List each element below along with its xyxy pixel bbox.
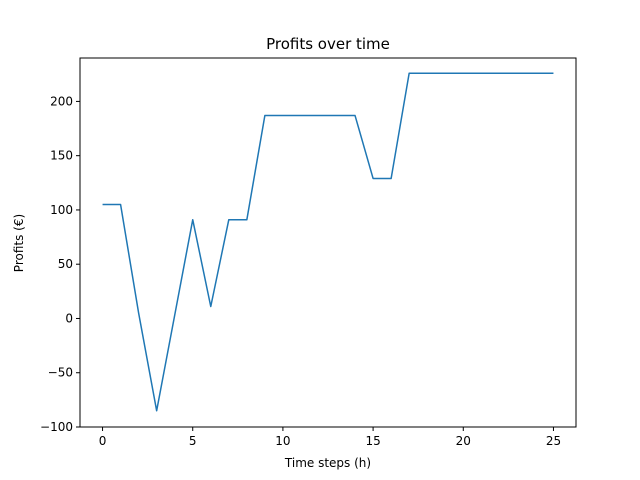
y-tick-label: −50 bbox=[48, 366, 73, 380]
x-axis-label: Time steps (h) bbox=[284, 456, 371, 470]
x-tick-label: 25 bbox=[546, 434, 561, 448]
x-tick-label: 0 bbox=[99, 434, 107, 448]
plot-frame bbox=[79, 57, 577, 428]
x-axis-ticks: 0 5 10 15 20 25 bbox=[99, 427, 561, 448]
chart-title: Profits over time bbox=[266, 35, 390, 53]
series-layer bbox=[102, 72, 554, 412]
series-line bbox=[102, 72, 554, 412]
y-axis-label: Profits (€) bbox=[12, 214, 26, 272]
y-tick-label: 0 bbox=[65, 311, 73, 325]
y-tick-label: −100 bbox=[40, 420, 73, 434]
x-tick-label: 10 bbox=[275, 434, 290, 448]
x-tick-label: 5 bbox=[189, 434, 197, 448]
y-tick-label: 50 bbox=[58, 257, 73, 271]
y-tick-label: 100 bbox=[50, 203, 73, 217]
y-tick-label: 150 bbox=[50, 149, 73, 163]
y-axis-ticks: −100 −50 0 50 100 150 200 bbox=[40, 94, 80, 434]
x-tick-label: 20 bbox=[456, 434, 471, 448]
x-tick-label: 15 bbox=[365, 434, 380, 448]
y-tick-label: 200 bbox=[50, 94, 73, 108]
